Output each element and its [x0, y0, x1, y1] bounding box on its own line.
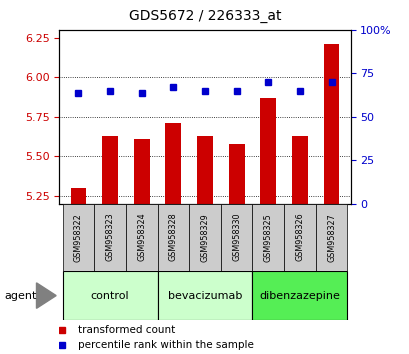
Bar — [126, 204, 157, 271]
Bar — [197, 136, 212, 204]
Bar — [189, 204, 220, 271]
Text: control: control — [90, 291, 129, 301]
Bar — [63, 271, 157, 320]
Text: GSM958324: GSM958324 — [137, 213, 146, 262]
Bar — [252, 204, 283, 271]
Bar — [220, 204, 252, 271]
Text: GDS5672 / 226333_at: GDS5672 / 226333_at — [128, 9, 281, 23]
Text: GSM958327: GSM958327 — [326, 213, 335, 262]
Bar — [102, 136, 118, 204]
Text: percentile rank within the sample: percentile rank within the sample — [78, 339, 254, 350]
Bar — [157, 271, 252, 320]
Text: GSM958322: GSM958322 — [74, 213, 83, 262]
Bar — [283, 204, 315, 271]
Bar — [63, 204, 94, 271]
Bar — [315, 204, 346, 271]
Text: GSM958328: GSM958328 — [169, 213, 178, 262]
Text: GSM958326: GSM958326 — [295, 213, 303, 262]
Bar — [157, 204, 189, 271]
Text: GSM958325: GSM958325 — [263, 213, 272, 262]
Text: agent: agent — [4, 291, 36, 301]
Text: dibenzazepine: dibenzazepine — [259, 291, 339, 301]
Polygon shape — [36, 283, 56, 308]
Bar — [133, 139, 149, 204]
Bar — [323, 44, 339, 204]
Text: GSM958330: GSM958330 — [231, 213, 240, 262]
Text: GSM958329: GSM958329 — [200, 213, 209, 262]
Text: bevacizumab: bevacizumab — [167, 291, 242, 301]
Bar — [252, 271, 346, 320]
Bar — [228, 144, 244, 204]
Bar — [260, 98, 276, 204]
Bar — [165, 123, 181, 204]
Bar — [94, 204, 126, 271]
Text: GSM958323: GSM958323 — [106, 213, 114, 262]
Bar — [70, 188, 86, 204]
Bar — [291, 136, 307, 204]
Text: transformed count: transformed count — [78, 325, 175, 335]
